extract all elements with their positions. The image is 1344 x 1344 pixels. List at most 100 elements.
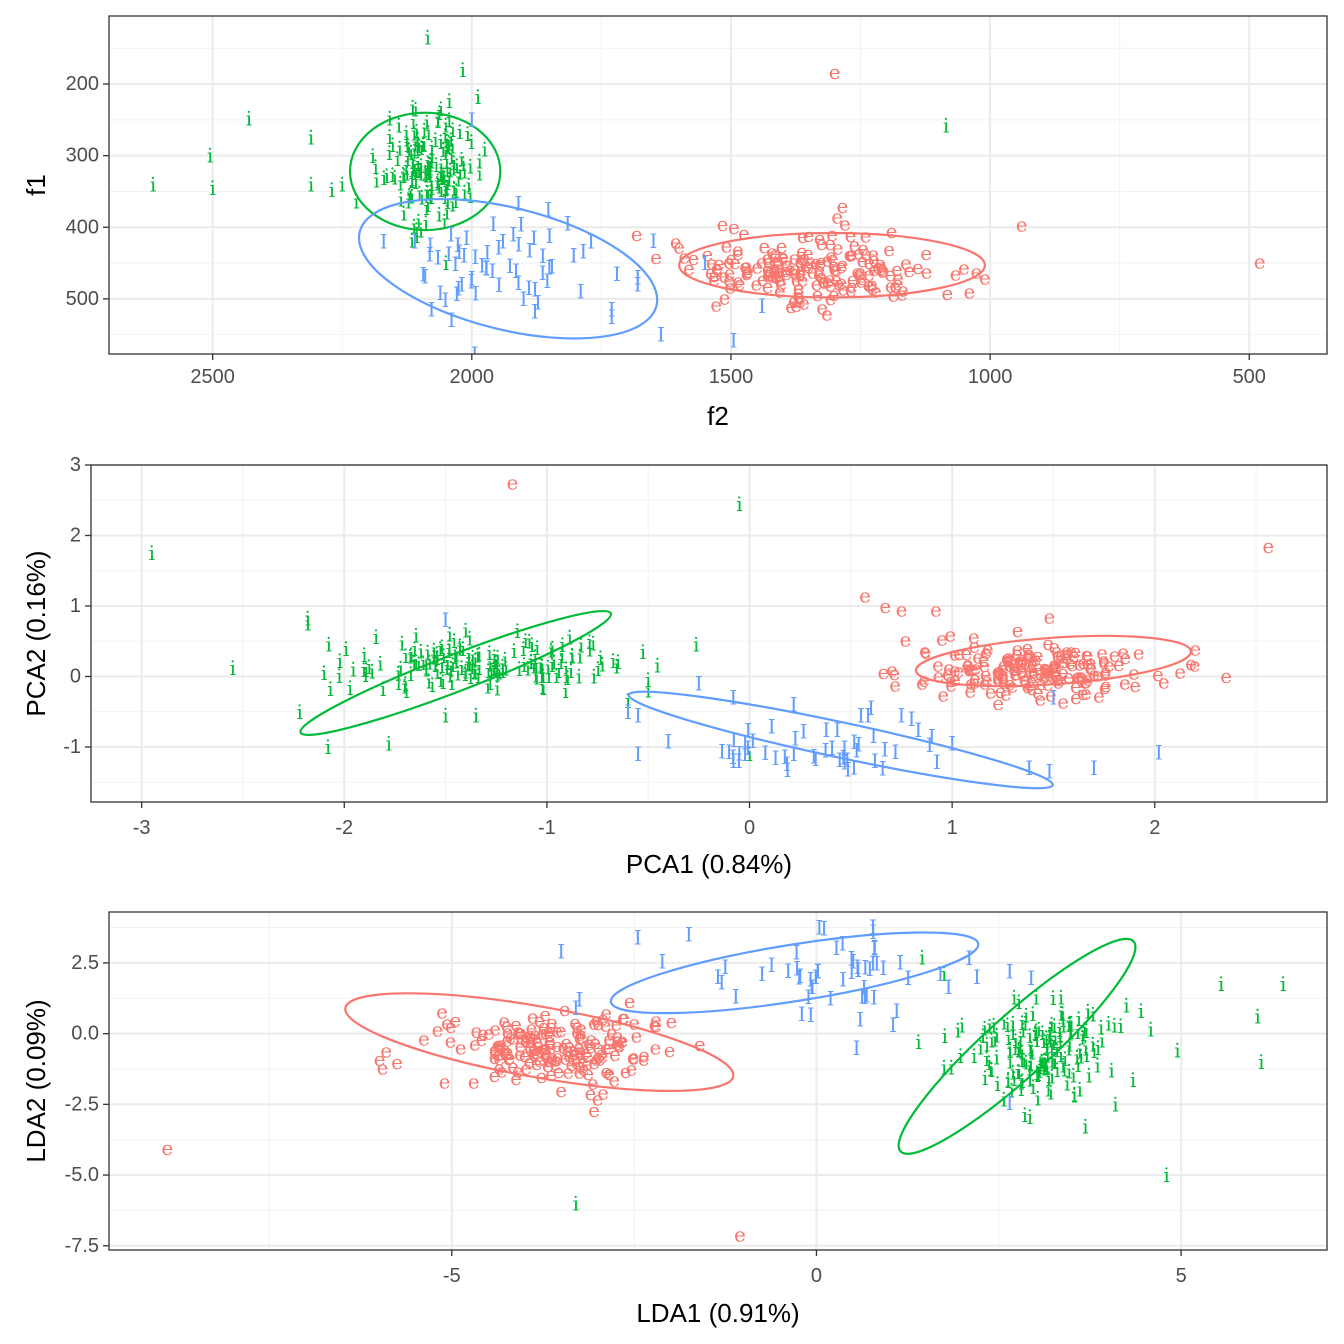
- point-e: e: [856, 266, 868, 290]
- point-e: e: [501, 1013, 513, 1037]
- point-i: i: [1010, 1012, 1016, 1036]
- point-i: i: [491, 657, 497, 681]
- point-i: i: [449, 193, 455, 217]
- point-e: e: [1068, 643, 1080, 667]
- point-e: e: [980, 639, 992, 663]
- x-tick-label: -2: [335, 817, 353, 839]
- point-e: e: [1185, 651, 1197, 675]
- point-e: e: [418, 1027, 430, 1051]
- point-e: e: [650, 1008, 662, 1032]
- point-i: i: [427, 185, 433, 209]
- point-e: e: [967, 656, 979, 680]
- point-i: i: [446, 108, 452, 132]
- point-e: e: [776, 234, 788, 258]
- point-e: e: [963, 657, 975, 681]
- point-e: e: [1070, 685, 1082, 709]
- point-i: i: [395, 662, 401, 686]
- point-i: i: [432, 128, 438, 152]
- point-i: i: [1018, 1070, 1024, 1094]
- point-i: i: [1048, 1012, 1054, 1036]
- point-i: i: [1039, 1021, 1045, 1045]
- ellipse-e: [914, 634, 1193, 688]
- point-I: I: [841, 736, 849, 760]
- x-tick-label: -5: [443, 1265, 461, 1287]
- point-I: I: [870, 936, 878, 960]
- x-tick-label: 500: [1233, 366, 1266, 388]
- point-I: I: [499, 230, 507, 254]
- point-e: e: [603, 1061, 615, 1085]
- point-e: e: [965, 657, 977, 681]
- point-e: e: [995, 679, 1007, 703]
- point-i: i: [1041, 1056, 1047, 1080]
- point-e: e: [807, 259, 819, 283]
- point-e: e: [1093, 683, 1105, 707]
- point-e: e: [523, 1022, 535, 1046]
- point-i: i: [427, 152, 433, 176]
- point-I: I: [814, 959, 822, 983]
- point-e: e: [1000, 682, 1012, 706]
- point-e: e: [683, 256, 695, 280]
- point-I: I: [701, 251, 709, 275]
- point-i: i: [1280, 972, 1286, 996]
- point-e: e: [1070, 674, 1082, 698]
- point-e: e: [545, 1035, 557, 1059]
- point-I: I: [926, 733, 934, 757]
- point-I: I: [448, 308, 456, 332]
- point-e: e: [568, 1041, 580, 1065]
- point-e: e: [968, 669, 980, 693]
- point-i: i: [435, 107, 441, 131]
- point-e: e: [515, 1019, 527, 1043]
- point-e: e: [794, 261, 806, 285]
- point-e: e: [855, 268, 867, 292]
- point-i: i: [441, 644, 447, 668]
- point-e: e: [1050, 662, 1062, 686]
- point-e: e: [493, 1046, 505, 1070]
- point-i: i: [941, 962, 947, 986]
- point-e: e: [998, 669, 1010, 693]
- point-i: i: [1041, 1029, 1047, 1053]
- point-e: e: [853, 241, 865, 265]
- point-i: i: [418, 136, 424, 160]
- point-e: e: [1074, 652, 1086, 676]
- point-e: e: [863, 272, 875, 296]
- point-e: e: [992, 667, 1004, 691]
- point-i: i: [423, 196, 429, 220]
- point-i: i: [1004, 1013, 1010, 1037]
- point-I: I: [914, 718, 922, 742]
- point-i: i: [1218, 972, 1224, 996]
- point-e: e: [514, 1042, 526, 1066]
- point-e: e: [1020, 650, 1032, 674]
- point-i: i: [533, 655, 539, 679]
- point-e: e: [768, 256, 780, 280]
- point-e: e: [494, 1034, 506, 1058]
- point-e: e: [1022, 640, 1034, 664]
- point-I: I: [860, 975, 868, 999]
- point-e: e: [723, 267, 735, 291]
- point-e: e: [811, 282, 823, 306]
- point-i: i: [363, 658, 369, 682]
- point-I: I: [855, 733, 863, 757]
- point-e: e: [857, 248, 869, 272]
- point-i: i: [386, 125, 392, 149]
- point-e: e: [528, 1042, 540, 1066]
- point-i: i: [1019, 1041, 1025, 1065]
- point-I: I: [634, 265, 642, 289]
- point-I: I: [515, 232, 523, 256]
- point-i: i: [433, 153, 439, 177]
- point-e: e: [1026, 676, 1038, 700]
- point-e: e: [889, 273, 901, 297]
- y-tick-label: 1: [70, 595, 81, 617]
- point-i: i: [411, 140, 417, 164]
- point-I: I: [1090, 756, 1098, 780]
- point-I: I: [1006, 959, 1014, 983]
- point-I: I: [833, 936, 841, 960]
- point-e: e: [1012, 618, 1024, 642]
- point-e: e: [1045, 683, 1057, 707]
- point-e: e: [1158, 669, 1170, 693]
- point-e: e: [585, 1026, 597, 1050]
- point-i: i: [1048, 1080, 1054, 1104]
- point-e: e: [516, 1026, 528, 1050]
- point-e: e: [732, 241, 744, 265]
- point-i: i: [1027, 1105, 1033, 1129]
